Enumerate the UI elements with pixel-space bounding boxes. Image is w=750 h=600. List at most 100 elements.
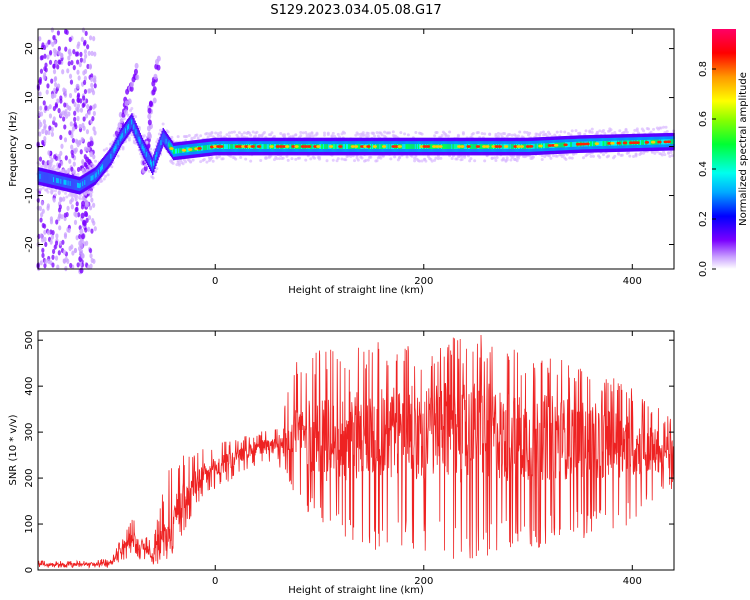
colorbar-label: Normalized spectral amplitude <box>738 72 749 226</box>
spectrogram-halo-dot <box>371 132 375 136</box>
spectrogram-halo-dot <box>414 154 418 158</box>
spectrogram-ridge-core <box>91 175 94 181</box>
spectrogram-halo-dot <box>563 130 567 134</box>
spectrogram-noise-blob <box>83 161 87 168</box>
spectrogram-ridge-core <box>150 159 152 165</box>
snr-frame <box>37 330 675 571</box>
spectrogram-noise-blob <box>46 83 50 89</box>
spectrogram-noise-blob <box>64 155 68 161</box>
spectrogram-halo-dot <box>471 131 475 135</box>
spectrogram-halo-dot <box>54 189 58 193</box>
spectrogram-streak-blob <box>124 100 129 107</box>
spectrogram-halo-dot <box>121 147 125 151</box>
spectrogram-streak-blob <box>147 113 152 120</box>
spectrogram-halo-dot <box>389 157 393 161</box>
spectrogram-halo-dot <box>210 156 214 160</box>
spectrogram-halo-dot <box>61 169 65 173</box>
spectrogram-halo-dot <box>574 129 578 133</box>
spectrogram-halo-dot <box>205 131 209 135</box>
spectrogram-halo-dot <box>548 132 552 136</box>
spectrogram-noise-blob <box>69 121 73 127</box>
spectrogram-halo-dot <box>254 134 258 138</box>
spectrogram-ridge-mid <box>106 156 108 167</box>
spectrogram-halo-dot <box>75 194 79 198</box>
spectrogram-halo-dot <box>379 156 383 160</box>
spectrogram-halo-dot <box>613 130 617 134</box>
spectrogram-ridge-core <box>559 142 562 148</box>
spectrogram-ridge-core <box>388 144 391 149</box>
spectrogram-noise-blob <box>73 219 78 225</box>
spectrogram-halo-dot <box>540 154 544 158</box>
spectrogram-noise-blob <box>47 129 51 136</box>
spectrogram-noise-blob <box>92 202 96 208</box>
spectrogram-ridge-core <box>409 144 412 149</box>
spectrogram-streak-blob <box>85 156 90 163</box>
spectrogram-noise-blob <box>38 131 42 137</box>
spectrogram-halo-dot <box>309 157 313 161</box>
spectrogram-halo-dot <box>127 138 131 142</box>
spectrogram-ridge-core <box>473 144 475 149</box>
spectrogram-ridge-core <box>84 180 86 185</box>
spectrogram-ytick-label: 10 <box>24 91 35 104</box>
spectrogram-halo-dot <box>39 187 43 191</box>
spectrogram-halo-dot <box>282 133 286 137</box>
spectrogram-halo-dot <box>305 133 309 137</box>
spectrogram-ridge-core <box>141 144 144 149</box>
snr-panel: 0 200 400 0 100 200 300 400 500 Height of straig… <box>8 330 675 596</box>
spectrogram-noise-blob <box>77 75 81 81</box>
spectrogram-halo-dot <box>436 157 440 161</box>
spectrogram-halo-dot <box>653 151 657 155</box>
spectrogram-halo-dot <box>511 154 515 158</box>
spectrogram-halo-dot <box>102 177 106 181</box>
spectrogram-halo-dot <box>433 134 437 138</box>
spectrogram-noise-blob <box>64 46 68 52</box>
spectrogram-noise-blob <box>92 110 96 117</box>
spectrogram-halo-dot <box>388 131 392 135</box>
spectrogram-noise-blob <box>66 258 70 264</box>
spectrogram-halo-dot <box>249 159 253 163</box>
spectrogram-halo-dot <box>405 155 409 159</box>
spectrogram-ridge-core <box>322 144 324 149</box>
spectrogram-ridge-core <box>139 139 141 145</box>
spectrogram-ridge-core <box>343 144 346 149</box>
spectrogram-halo-dot <box>510 133 514 137</box>
spectrogram-peak-dot <box>353 145 359 148</box>
spectrogram-noise-blob <box>80 36 84 42</box>
spectrogram-ridge-core <box>205 145 207 151</box>
spectrogram-halo-dot <box>571 152 575 156</box>
spectrogram-halo-dot <box>286 132 290 136</box>
spectrogram-noise-blob <box>80 137 84 143</box>
spectrogram-noise-blob <box>90 76 94 83</box>
spectrogram-ridge-core <box>471 144 473 149</box>
spectrogram-halo-dot <box>625 130 629 134</box>
spectrogram-halo-dot <box>433 158 437 162</box>
spectrogram-ridge-mid <box>55 174 57 186</box>
spectrogram-ridge-core <box>264 144 267 149</box>
spectrogram-ridge-core <box>543 143 545 149</box>
spectrogram-noise-blob <box>43 229 47 235</box>
spectrogram-ridge-core <box>327 144 329 149</box>
spectrogram-xtick-label: 400 <box>623 276 642 287</box>
spectrogram-ridge-mid <box>144 147 147 158</box>
spectrogram-noise-blob <box>37 111 41 117</box>
spectrogram-peak-dot <box>241 145 246 148</box>
spectrogram-halo-dot <box>84 191 88 195</box>
spectrogram-ridge-mid <box>98 165 101 177</box>
spectrogram-halo-dot <box>227 134 231 138</box>
spectrogram-ridge-core <box>453 144 455 149</box>
spectrogram-halo-dot <box>272 134 276 138</box>
spectrogram-halo-dot <box>468 159 472 163</box>
spectrogram-halo-dot <box>285 154 289 158</box>
snr-ytick-label: 100 <box>24 514 35 533</box>
spectrogram-peak-dot <box>497 145 503 148</box>
spectrogram-peak-dot <box>579 142 584 146</box>
spectrogram-halo-dot <box>613 154 617 158</box>
spectrogram-ridge-core <box>233 144 235 149</box>
spectrogram-ridge-mid <box>103 160 105 171</box>
spectrogram-peak-dot <box>550 143 556 147</box>
spectrogram-peak-dot <box>247 145 252 148</box>
spectrogram-halo-dot <box>54 193 58 197</box>
snr-xtick-label: 400 <box>623 576 642 587</box>
spectrogram-halo-dot <box>181 162 185 166</box>
spectrogram-ridge-core <box>58 178 60 184</box>
